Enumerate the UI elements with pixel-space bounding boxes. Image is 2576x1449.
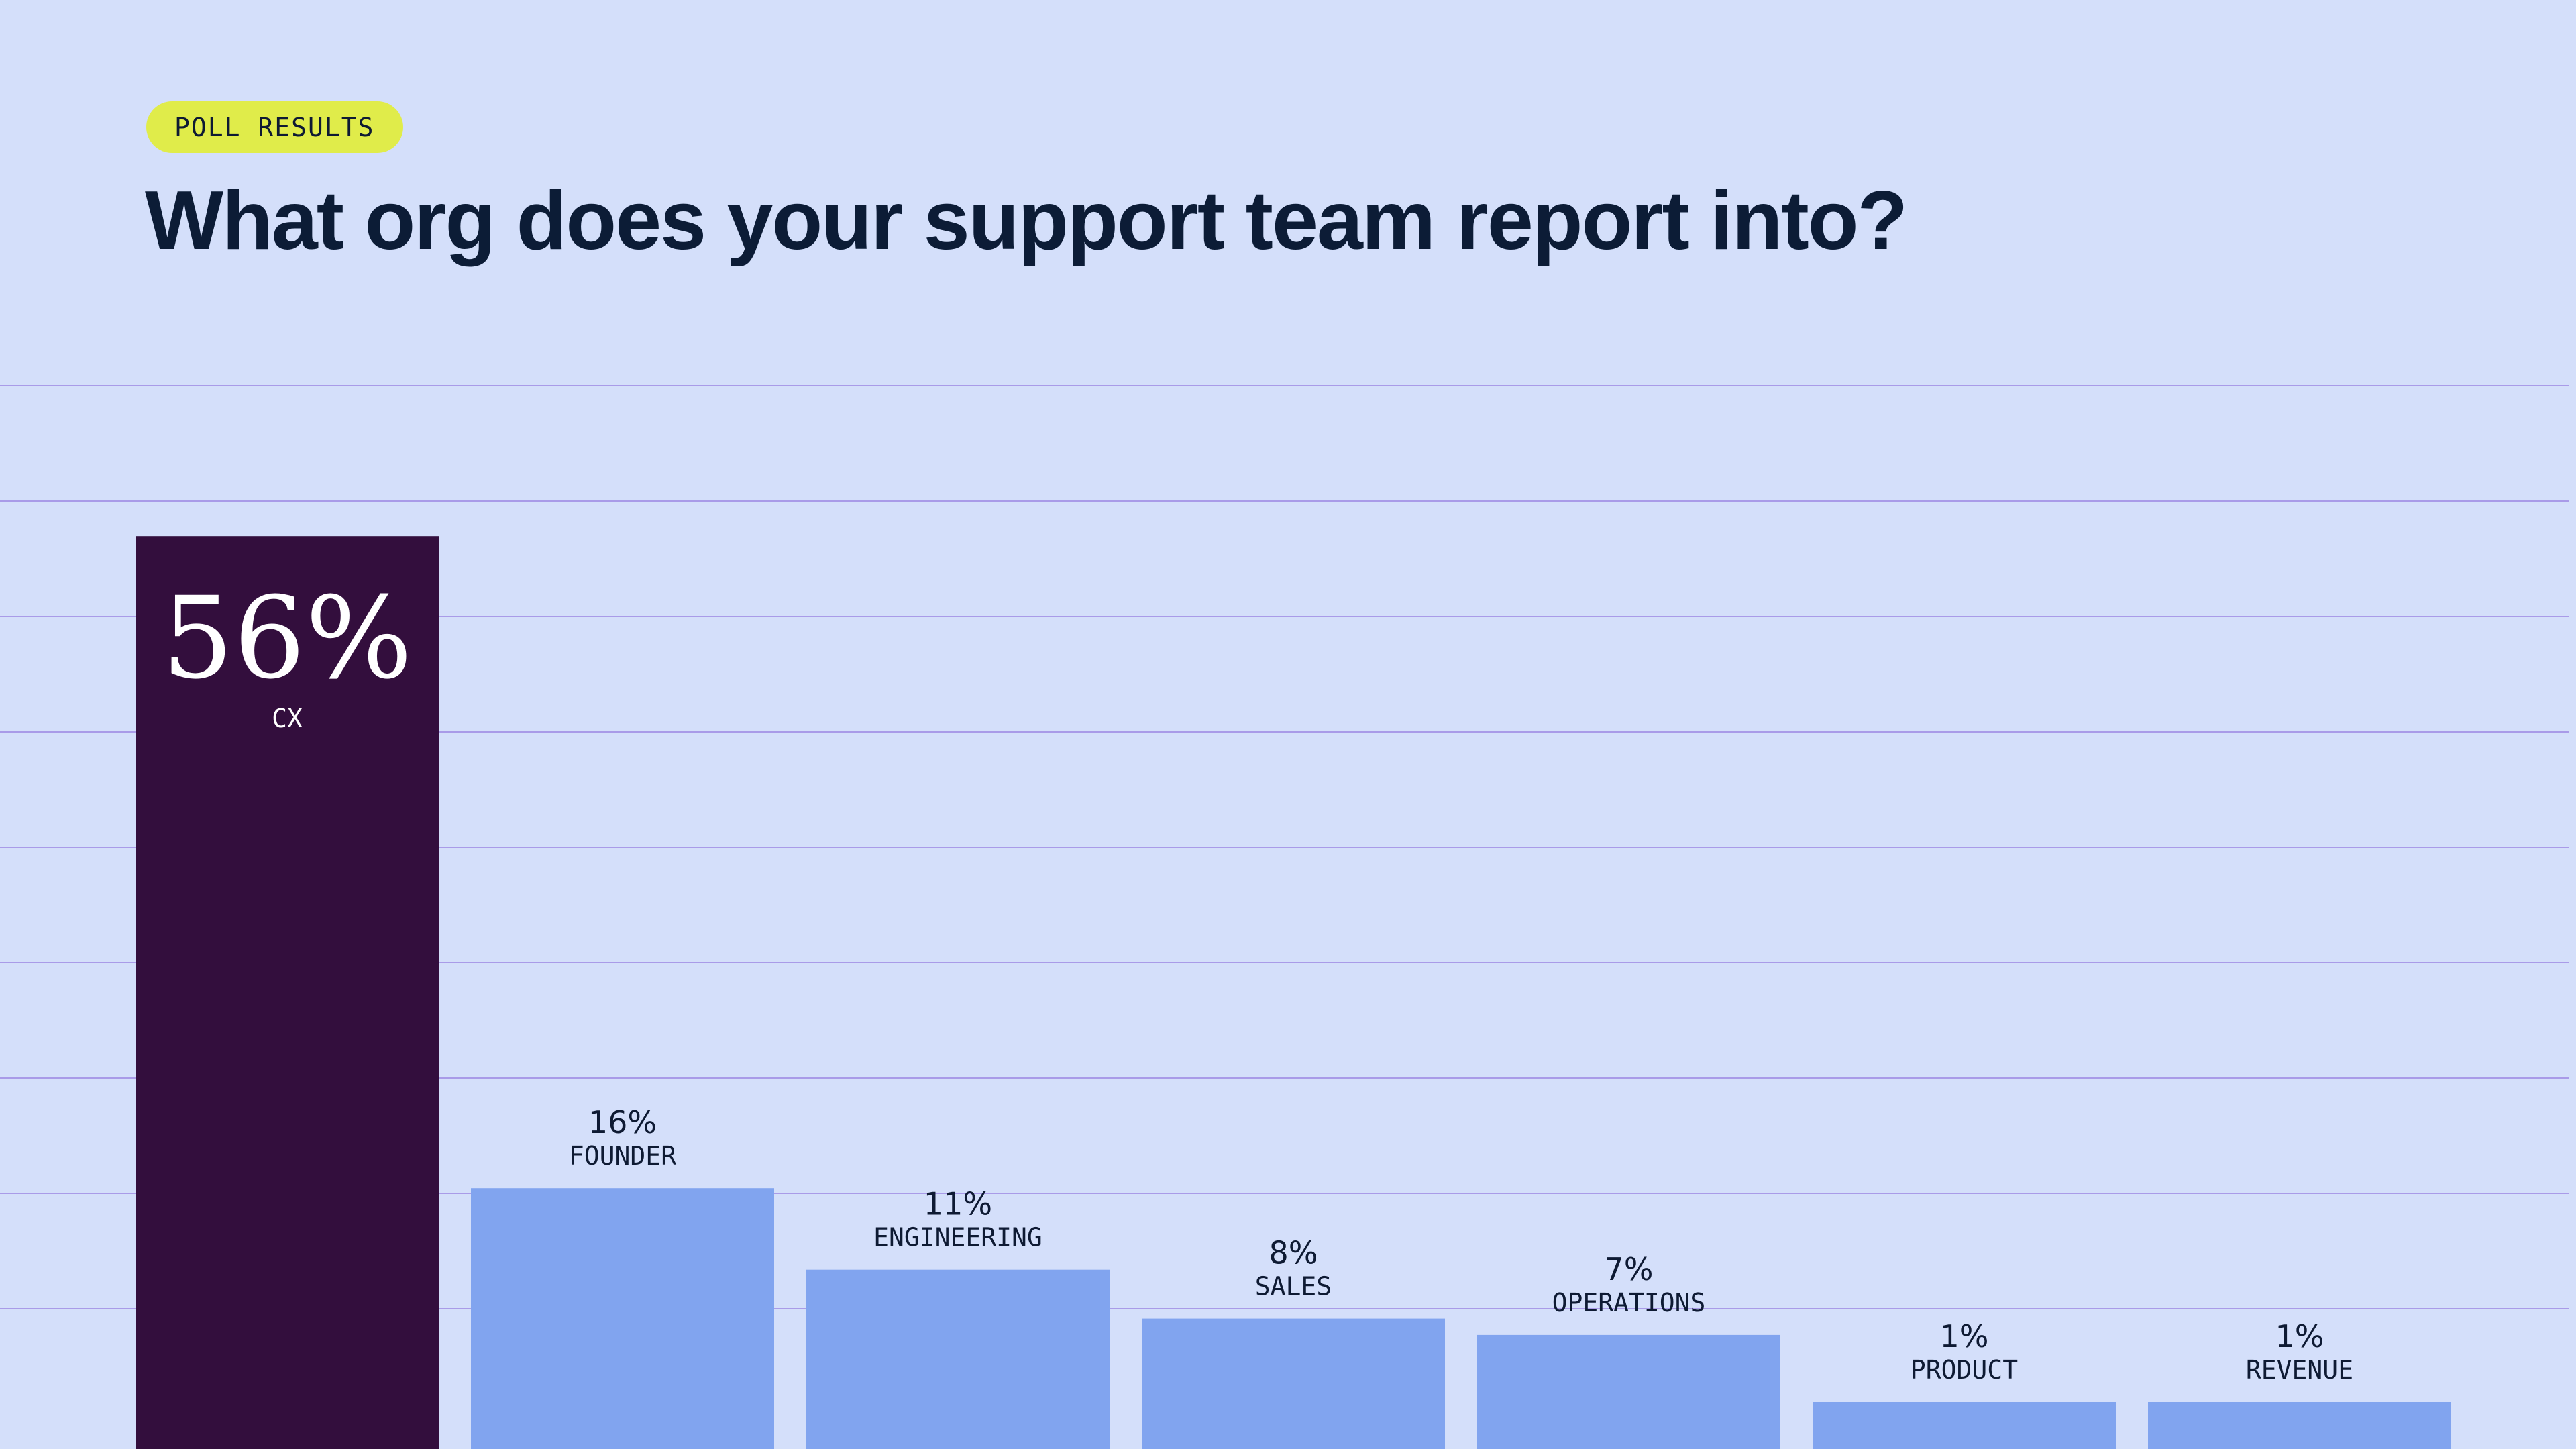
bar-engineering <box>806 1269 1110 1449</box>
bar-label-engineering: ENGINEERING <box>873 1223 1042 1252</box>
bar-value-founder: 16% <box>588 1104 657 1140</box>
bar-label-sales: SALES <box>1255 1272 1332 1301</box>
bar-value-engineering: 11% <box>924 1186 992 1222</box>
bar-label-revenue: REVENUE <box>2246 1355 2353 1385</box>
bar-value-product: 1% <box>1940 1318 1989 1354</box>
bar-sales <box>1142 1318 1445 1449</box>
bar-value-operations: 7% <box>1605 1251 1654 1287</box>
bar-cx <box>136 536 439 1449</box>
bar-revenue <box>2148 1402 2451 1449</box>
bar-value-revenue: 1% <box>2275 1318 2324 1354</box>
bar-value-sales: 8% <box>1269 1235 1318 1271</box>
bar-founder <box>471 1188 774 1449</box>
poll-results-badge: POLL RESULTS <box>146 101 403 153</box>
bar-label-operations: OPERATIONS <box>1552 1288 1706 1318</box>
bar-operations <box>1477 1334 1780 1449</box>
bar-label-cx: CX <box>272 704 303 733</box>
chart-title: What org does your support team report i… <box>145 174 1908 267</box>
bar-value-cx: 56% <box>162 572 412 704</box>
bar-label-product: PRODUCT <box>1911 1355 2018 1385</box>
bar-label-founder: FOUNDER <box>569 1141 676 1171</box>
bar-product <box>1813 1402 2116 1449</box>
